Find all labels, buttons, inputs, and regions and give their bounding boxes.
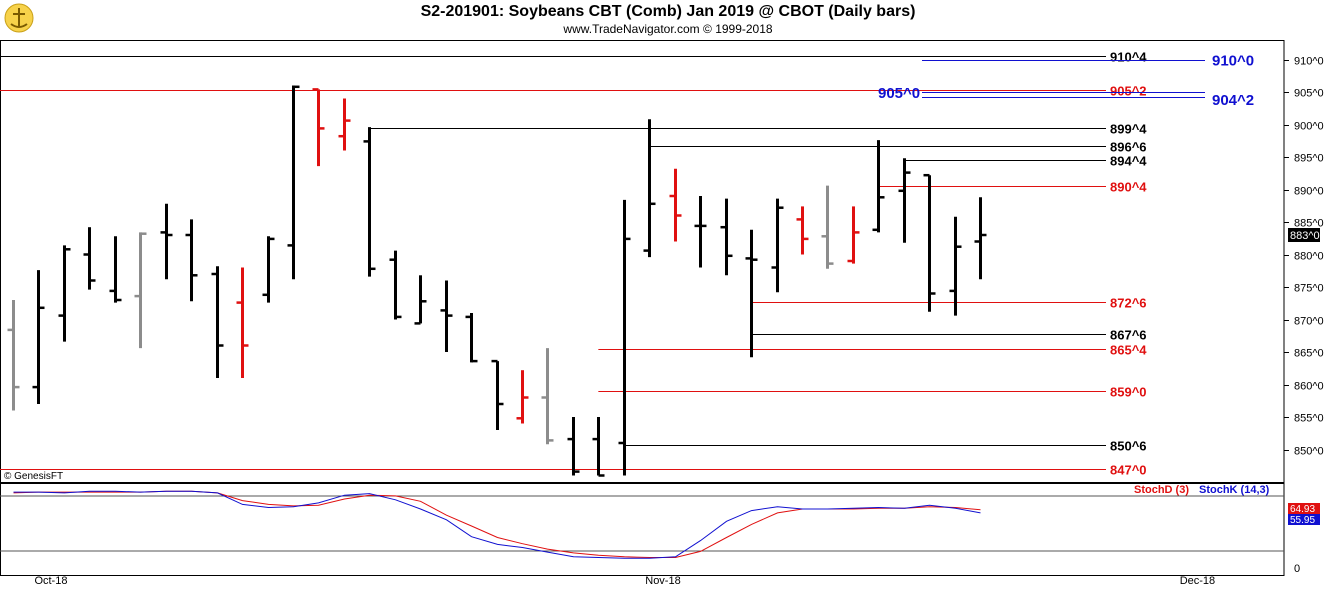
time-axis-label: Oct-18 xyxy=(34,575,67,587)
price-axis-label: 880^0 xyxy=(1294,251,1324,263)
chart-logo xyxy=(4,3,34,33)
level-label: 896^6 xyxy=(1110,140,1147,155)
ohlc-bar xyxy=(643,119,656,258)
ohlc-bar xyxy=(974,197,987,280)
price-axis-label: 895^0 xyxy=(1294,153,1324,165)
level-label: 850^6 xyxy=(1110,439,1147,454)
last-price-box xyxy=(1288,228,1320,242)
stoch-k-legend: StochK (14,3) xyxy=(1199,484,1270,496)
ohlc-bar xyxy=(236,267,249,378)
ohlc-bar xyxy=(262,236,275,303)
ohlc-bar xyxy=(796,206,809,255)
time-axis-label: Dec-18 xyxy=(1180,575,1215,587)
ohlc-bar xyxy=(440,280,453,352)
blue-level-label: 905^0 xyxy=(878,85,920,102)
ohlc-bar xyxy=(592,417,605,477)
level-label: 899^4 xyxy=(1110,122,1147,137)
ohlc-bar xyxy=(618,199,631,476)
level-label: 847^0 xyxy=(1110,463,1147,478)
price-axis-label: 900^0 xyxy=(1294,121,1324,133)
ohlc-bar xyxy=(58,245,71,342)
price-axis-label: 905^0 xyxy=(1294,88,1324,100)
ohlc-bar xyxy=(898,158,911,243)
ohlc-bar xyxy=(134,232,147,349)
ohlc-bar xyxy=(32,270,45,404)
ohlc-bar xyxy=(872,140,885,233)
level-label: 905^2 xyxy=(1110,84,1147,99)
ohlc-bar xyxy=(923,173,936,312)
level-label: 910^4 xyxy=(1110,50,1147,65)
level-label: 859^0 xyxy=(1110,385,1147,400)
ohlc-bar xyxy=(312,88,325,167)
price-axis-label: 890^0 xyxy=(1294,186,1324,198)
stoch-axis-label: 0 xyxy=(1294,563,1300,575)
ohlc-bar xyxy=(567,417,580,476)
price-axis-label: 855^0 xyxy=(1294,413,1324,425)
stoch-panel-frame xyxy=(0,483,1285,576)
blue-level-label: 910^0 xyxy=(1212,53,1254,70)
ohlc-bar xyxy=(516,370,529,424)
ohlc-bar xyxy=(821,185,834,269)
watermark: © GenesisFT xyxy=(4,471,63,482)
price-panel-frame xyxy=(0,40,1285,483)
stoch-d-last: 64.93 xyxy=(1290,504,1315,515)
ohlc-bar xyxy=(745,229,758,358)
ohlc-bar xyxy=(694,196,707,268)
ohlc-bar xyxy=(491,359,504,430)
level-label: 872^6 xyxy=(1110,296,1147,311)
ohlc-bar xyxy=(7,300,20,411)
ohlc-bar xyxy=(949,216,962,316)
stoch-d-legend: StochD (3) xyxy=(1134,484,1189,496)
chart-title: S2-201901: Soybeans CBT (Comb) Jan 2019 … xyxy=(420,3,916,20)
ohlc-bar xyxy=(160,203,173,280)
ohlc-bar xyxy=(338,98,351,151)
price-axis-label: 885^0 xyxy=(1294,218,1324,230)
stoch-k-last-box xyxy=(1288,514,1320,525)
ohlc-bar xyxy=(414,275,427,325)
stoch-d-last-box xyxy=(1288,503,1320,514)
ohlc-bar xyxy=(465,313,478,363)
price-axis-label: 860^0 xyxy=(1294,381,1324,393)
level-label: 865^4 xyxy=(1110,343,1147,358)
chart-header: S2-201901: Soybeans CBT (Comb) Jan 2019 … xyxy=(0,0,1336,40)
price-axis-label: 865^0 xyxy=(1294,348,1324,360)
level-label: 867^6 xyxy=(1110,328,1147,343)
price-axis-label: 910^0 xyxy=(1294,56,1324,68)
ohlc-bar xyxy=(83,227,96,290)
stoch-k-last: 55.95 xyxy=(1290,515,1315,526)
ohlc-bar xyxy=(185,219,198,302)
price-axis-label: 875^0 xyxy=(1294,283,1324,295)
ohlc-bar xyxy=(541,348,554,445)
ohlc-bar xyxy=(211,266,224,378)
chart-subtitle: www.TradeNavigator.com © 1999-2018 xyxy=(563,22,773,36)
ohlc-bar xyxy=(771,198,784,293)
ohlc-bar xyxy=(287,85,300,280)
time-axis-label: Nov-18 xyxy=(645,575,680,587)
ohlc-bar xyxy=(109,236,122,303)
ohlc-bar xyxy=(669,168,682,242)
level-label: 890^4 xyxy=(1110,180,1147,195)
ohlc-bar xyxy=(720,198,733,276)
ohlc-bar xyxy=(363,127,376,277)
level-label: 894^4 xyxy=(1110,154,1147,169)
stoch-d-line xyxy=(13,490,981,558)
stoch-k-line xyxy=(13,490,981,559)
price-axis-label: 870^0 xyxy=(1294,316,1324,328)
ohlc-bar xyxy=(389,250,402,320)
price-axis-label: 850^0 xyxy=(1294,446,1324,458)
blue-level-label: 904^2 xyxy=(1212,92,1254,109)
last-price-label: 883^0 xyxy=(1290,230,1320,242)
ohlc-bar xyxy=(847,206,860,264)
